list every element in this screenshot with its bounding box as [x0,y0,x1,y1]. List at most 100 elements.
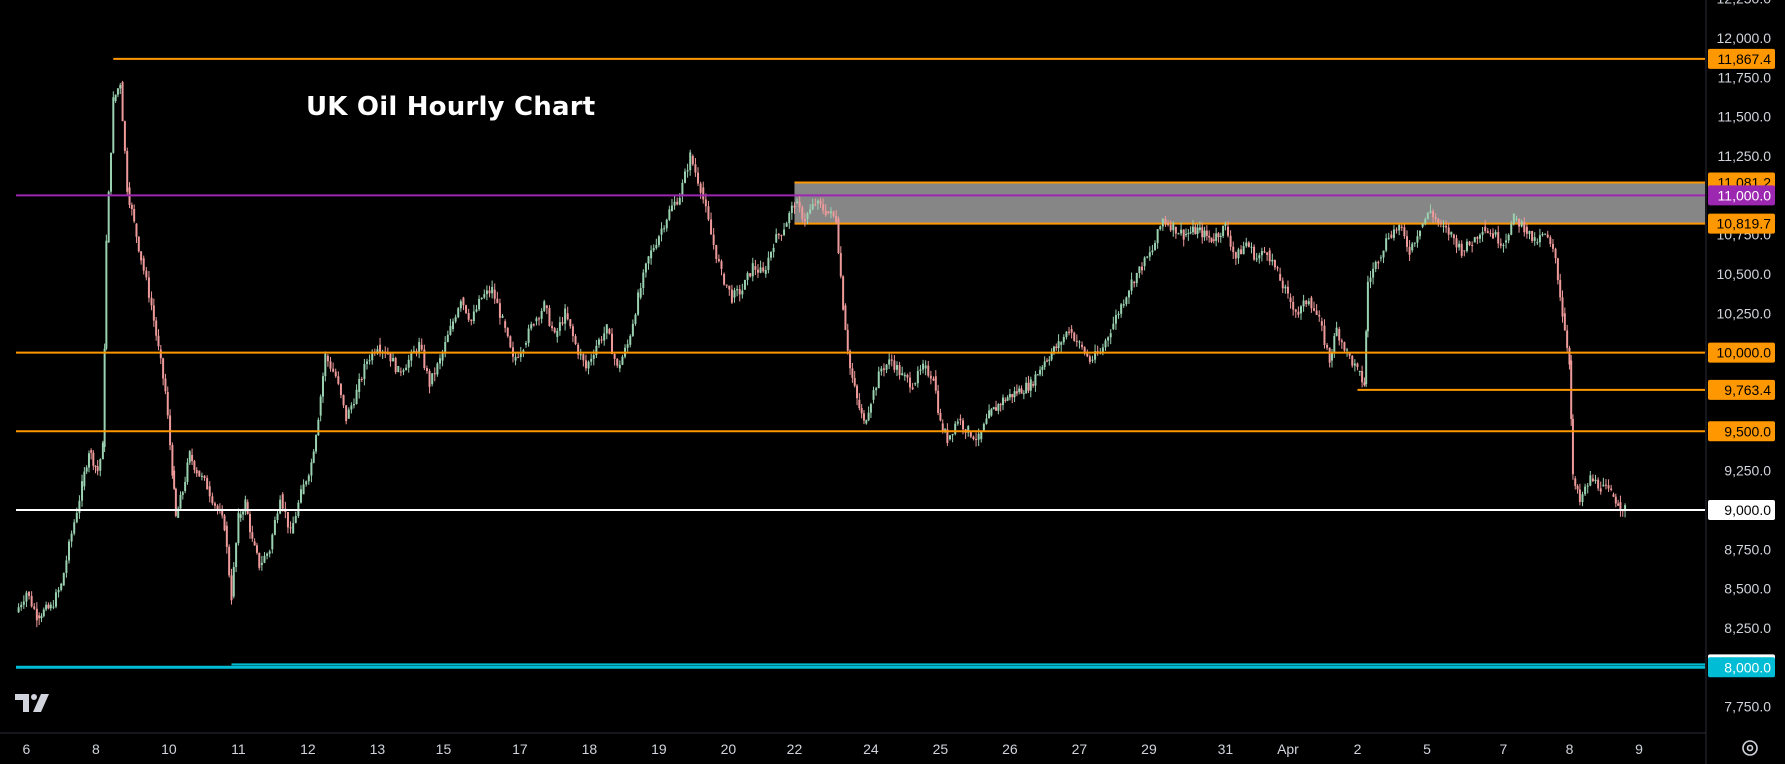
candle-body [788,213,791,224]
candle-body [720,261,723,269]
candle-body [326,355,329,362]
candle-body [683,171,686,183]
candle-body [1340,340,1343,343]
x-tick-label: 13 [370,741,386,757]
candle-body [1338,329,1341,341]
candle-body [1039,369,1042,375]
candle-body [491,286,494,294]
candle-body [402,370,405,372]
candle-body [603,333,606,341]
candle-body [276,513,279,520]
candle-body [1222,225,1225,236]
candle-body [271,534,274,550]
candle-body [846,329,849,351]
candle-body [1289,297,1292,302]
candle-body [1164,218,1167,224]
candle-body [103,348,106,448]
candle-body [595,345,598,356]
candle-body [332,368,335,372]
candle-body [342,394,345,406]
candle-body [997,404,1000,411]
candle-body [483,294,486,298]
candle-body [1232,246,1235,253]
candle-body [1217,233,1220,237]
candle-body [798,201,801,208]
candle-body [114,94,117,101]
candle-body [1619,502,1622,510]
candle-body [1109,333,1112,338]
candle-body [819,200,822,205]
candle-body [1266,252,1269,255]
candle-body [985,418,988,424]
candle-body [1151,250,1154,253]
candle-body [446,334,449,343]
candle-body [1346,349,1349,351]
candle-body [480,297,483,299]
candle-body [1499,243,1502,246]
candle-body [123,121,126,151]
candle-body [1006,397,1009,401]
candle-body [767,257,770,271]
candle-body [334,371,337,377]
candle-body [741,290,744,295]
candle-body [423,349,426,369]
candle-body [428,371,431,387]
settings-gear-icon[interactable] [1739,737,1761,759]
level-price-label-1: 11,000.0 [1718,187,1772,203]
candle-body [1473,237,1476,243]
candle-body [324,353,327,377]
candle-body [1403,227,1406,237]
tradingview-logo-icon[interactable] [13,692,53,716]
level-price-label-7: 8,000.0 [1724,659,1771,675]
candle-body [543,301,546,311]
candle-body [967,426,970,433]
candle-body [1330,353,1333,361]
candle-body [932,378,935,381]
candle-body [1335,327,1338,336]
candle-body [345,405,348,422]
candle-body [1356,363,1359,368]
candle-body [509,336,512,348]
candle-body [980,431,983,440]
candle-body [1333,335,1336,354]
candle-body [712,234,715,245]
candle-body [221,510,224,516]
candle-body [780,235,783,237]
candle-body [1036,374,1039,376]
candle-body [40,616,43,619]
candle-body [901,373,904,376]
candle-body [556,330,559,337]
candle-body [1048,359,1051,361]
candle-body [982,423,985,432]
candle-body [934,376,937,391]
candle-body [184,481,187,492]
candle-body [681,182,684,196]
candle-body [1568,347,1571,365]
candle-body [360,378,363,380]
candle-body [1177,233,1180,235]
candle-body [584,360,587,369]
candle-body [1284,286,1287,289]
candle-body [880,368,883,372]
candle-body [858,399,861,409]
candle-body [1574,478,1577,486]
candle-body [924,365,927,369]
x-tick-label: 2 [1354,741,1362,757]
candle-body [444,342,447,352]
candle-body [605,324,608,334]
candle-body [1561,297,1564,317]
candle-body [1471,244,1474,246]
candle-body [1125,297,1128,305]
candle-body [977,433,980,440]
candle-body [130,204,133,209]
candle-body [78,500,81,513]
candle-body [1323,325,1326,345]
candle-body [1563,313,1566,331]
candle-body [1305,300,1308,305]
candle-body [629,335,632,345]
candle-body [1536,242,1539,244]
candle-body [1292,301,1295,310]
